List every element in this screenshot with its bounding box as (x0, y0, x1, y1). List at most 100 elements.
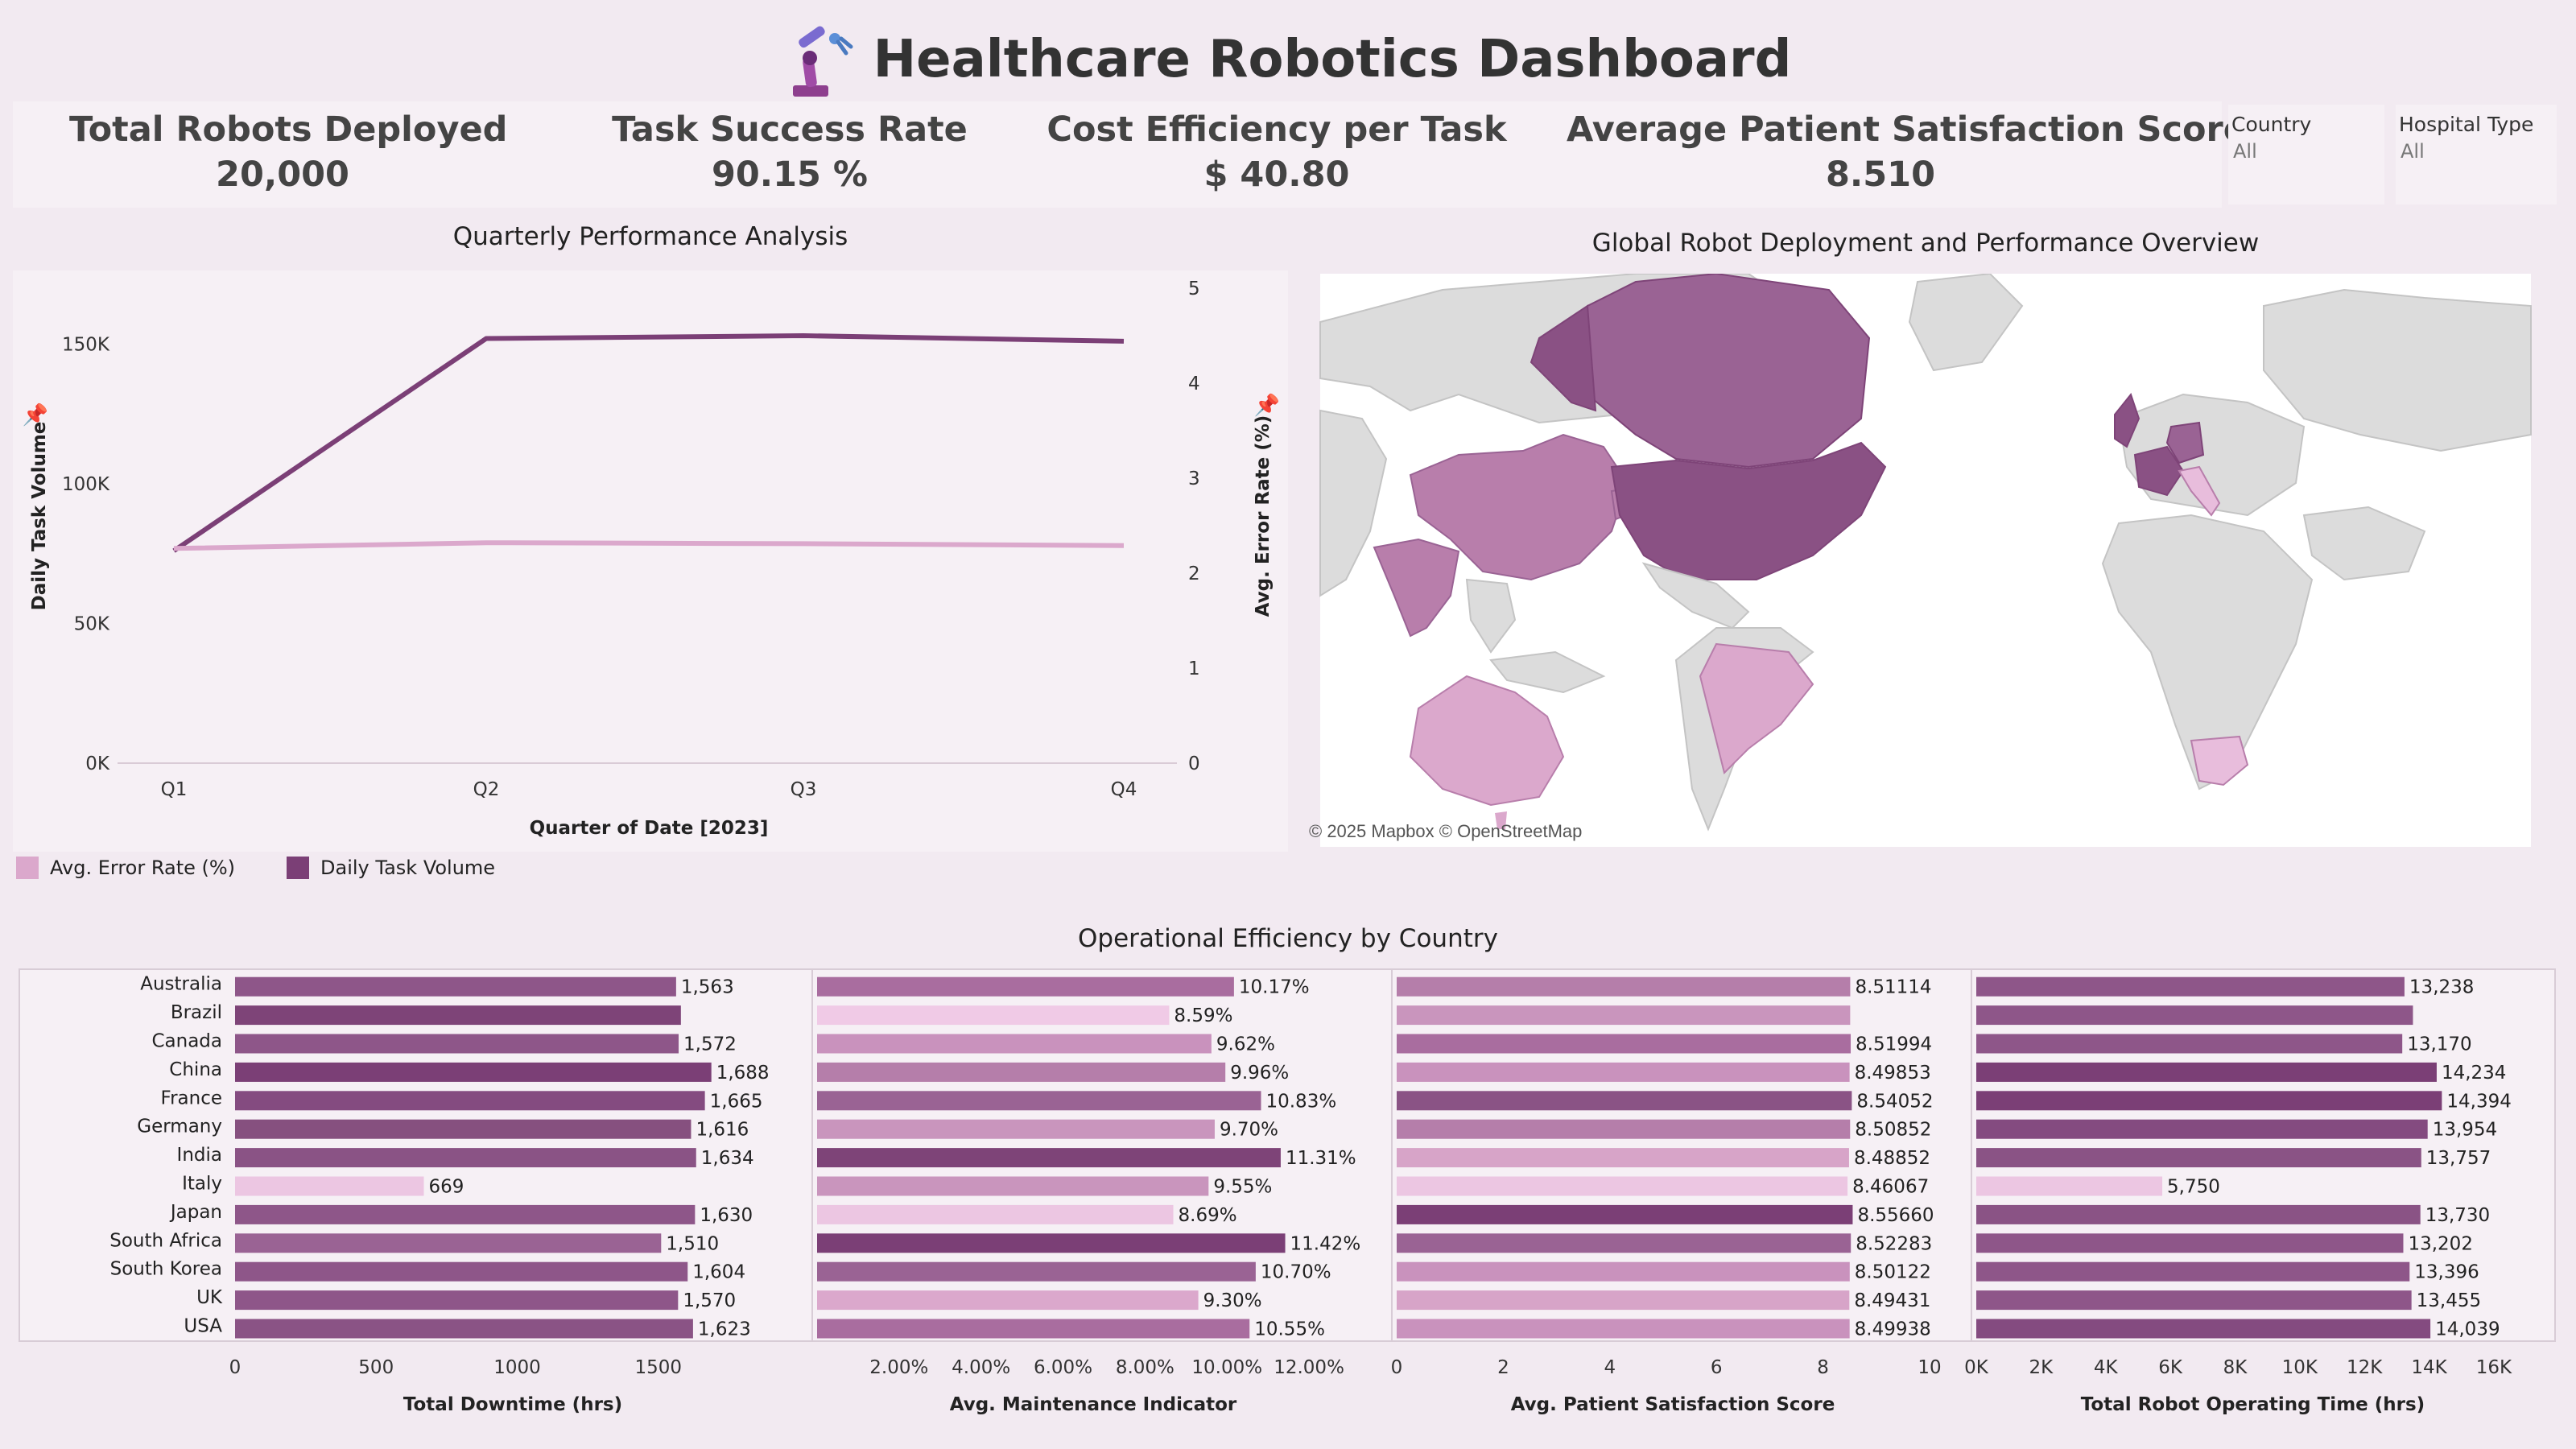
bar-value-label: 1,688 (716, 1063, 770, 1084)
bar (235, 1091, 705, 1111)
y-right-tick-label: 5 (1188, 279, 1200, 299)
bar (1397, 1034, 1852, 1054)
x-tick-label: 8.00% (1116, 1357, 1174, 1378)
kpi-value: 8.510 (1825, 155, 1935, 195)
bar (1397, 1176, 1848, 1196)
y-right-tick-label: 1 (1188, 658, 1200, 679)
country-filter-value[interactable]: All (2233, 140, 2257, 163)
bar-value-label: 9.30% (1203, 1290, 1262, 1311)
bar (1976, 1261, 2410, 1282)
bar-value-label: 13,238 (2409, 977, 2474, 998)
x-tick-label: Q1 (161, 779, 188, 800)
bar (817, 1290, 1199, 1311)
x-tick-label: 2.00% (869, 1357, 928, 1378)
bar-value-label: 13,202 (2408, 1233, 2472, 1254)
line-chart: 0K 50K 100K 150K 0 1 2 3 4 5 Q1 Q2 Q3 Q4 Quarter of Da… (23, 279, 1280, 839)
x-tick-label: 2 (1497, 1357, 1509, 1378)
bar (1976, 1119, 2428, 1139)
bar-value-label: 8.48852 (1854, 1148, 1930, 1169)
bar (817, 1148, 1281, 1168)
bar (1397, 1233, 1852, 1253)
dashboard-header: Healthcare Robotics Dashboard (0, 11, 2576, 108)
bar-value-label: 10.70% (1261, 1262, 1331, 1283)
category-label: Italy (182, 1174, 222, 1195)
category-label: Germany (137, 1117, 222, 1137)
map-brazil (1699, 642, 1814, 774)
bar-value-label: 8.50852 (1855, 1120, 1931, 1141)
legend-item-error-rate[interactable]: Avg. Error Rate (%) (16, 857, 235, 879)
legend-swatch (16, 857, 39, 879)
bar-value-label: 9.62% (1216, 1034, 1275, 1055)
bar (817, 1319, 1250, 1339)
x-tick-label: 16K (2476, 1357, 2512, 1378)
bar (1397, 1204, 1853, 1224)
world-map[interactable]: © 2025 Mapbox © OpenStreetMap (1298, 272, 2553, 847)
bar (817, 976, 1234, 997)
bar (1397, 1091, 1852, 1111)
bar (1976, 1290, 2412, 1311)
kpi-cost-efficiency: Cost Efficiency per Task $ 40.80 (1035, 109, 1518, 195)
bar (235, 1261, 688, 1282)
kpi-band: Total Robots Deployed 20,000 Task Succes… (13, 101, 2247, 208)
kpi-value: 90.15 % (711, 155, 869, 195)
bar (1976, 1233, 2404, 1253)
bar-value-label: 9.96% (1230, 1063, 1289, 1084)
category-label: Canada (151, 1031, 222, 1052)
x-tick-label: 500 (358, 1357, 394, 1378)
bar (235, 1176, 424, 1196)
legend-swatch (287, 857, 310, 879)
x-tick-label: 8K (2223, 1357, 2248, 1378)
map-germany (2165, 421, 2205, 464)
bar-value-label: 13,954 (2433, 1120, 2497, 1141)
bar-value-label: 13,455 (2417, 1290, 2481, 1311)
bar (817, 1034, 1212, 1054)
page-title: Healthcare Robotics Dashboard (873, 30, 1792, 89)
bar (1397, 1261, 1850, 1282)
bar-value-label: 8.52283 (1856, 1233, 1932, 1254)
x-tick-label: 6K (2158, 1357, 2183, 1378)
legend-item-task-volume[interactable]: Daily Task Volume (287, 857, 495, 879)
bar (817, 1176, 1209, 1196)
bar (1976, 1034, 2403, 1054)
bar (1397, 1119, 1851, 1139)
x-tick-label: 4 (1604, 1357, 1616, 1378)
x-tick-label: 0K (1964, 1357, 1989, 1378)
hospital-type-filter[interactable]: Hospital Type All (2396, 105, 2557, 204)
kpi-task-success: Task Success Rate 90.15 % (576, 109, 1003, 195)
bar-value-label: 1,634 (701, 1148, 754, 1169)
category-label: South Africa (109, 1230, 222, 1251)
bar-value-label: 10.17% (1239, 977, 1310, 998)
world-map-canvas: © 2025 Mapbox © OpenStreetMap (1298, 272, 2553, 847)
bar-value-label: 8.46067 (1852, 1177, 1929, 1198)
bar-value-label: 1,616 (696, 1120, 749, 1141)
category-label: Australia (140, 974, 222, 995)
kpi-label: Total Robots Deployed (69, 109, 508, 150)
series-line-avg-error-rate- (173, 540, 1125, 551)
bar (235, 1148, 696, 1168)
bar (817, 1119, 1215, 1139)
bar-value-label: 1,510 (666, 1233, 719, 1254)
x-tick-label: 1000 (493, 1357, 541, 1378)
x-tick-label: 1500 (635, 1357, 683, 1378)
bar-value-label: 1,665 (710, 1091, 763, 1112)
hospital-type-filter-value[interactable]: All (2401, 140, 2425, 163)
x-axis-title: Quarter of Date [2023] (530, 818, 769, 839)
bar (235, 976, 676, 997)
bar (817, 1091, 1261, 1111)
bar-value-label: 14,039 (2435, 1319, 2500, 1340)
category-label: China (169, 1059, 222, 1080)
pin-icon: 📌 (23, 402, 48, 427)
map-usa (1610, 441, 1887, 580)
bars-title: Operational Efficiency by Country (1078, 924, 1498, 953)
x-tick-label: 10K (2282, 1357, 2318, 1378)
kpi-label: Cost Efficiency per Task (1046, 109, 1507, 150)
map-canada (1562, 272, 1871, 469)
kpi-patient-satisfaction: Average Patient Satisfaction Score 8.510 (1567, 109, 2247, 195)
country-filter[interactable]: Country All (2228, 105, 2384, 204)
bar (1397, 976, 1851, 997)
bar (817, 1233, 1286, 1253)
x-tick-label: 12.00% (1274, 1357, 1344, 1378)
bar-value-label: 9.55% (1213, 1177, 1272, 1198)
bar (235, 1062, 712, 1082)
bar-value-label: 8.49938 (1855, 1319, 1931, 1340)
